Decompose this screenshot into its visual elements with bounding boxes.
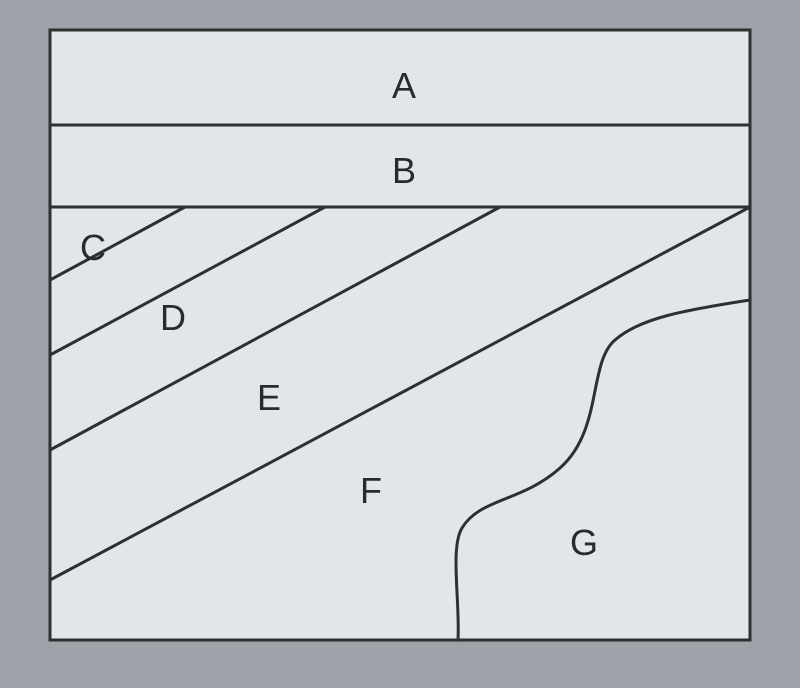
- layer-label-E: E: [257, 377, 281, 418]
- cross-section-svg: A B C D E F G: [0, 0, 800, 688]
- layer-label-B: B: [392, 150, 416, 191]
- diagram-stage: A B C D E F G: [0, 0, 800, 688]
- layer-label-D: D: [160, 297, 186, 338]
- layer-label-A: A: [392, 65, 416, 106]
- layer-label-G: G: [570, 522, 598, 563]
- layer-label-F: F: [360, 470, 382, 511]
- layer-label-C: C: [80, 227, 106, 268]
- outer-frame: [50, 30, 750, 640]
